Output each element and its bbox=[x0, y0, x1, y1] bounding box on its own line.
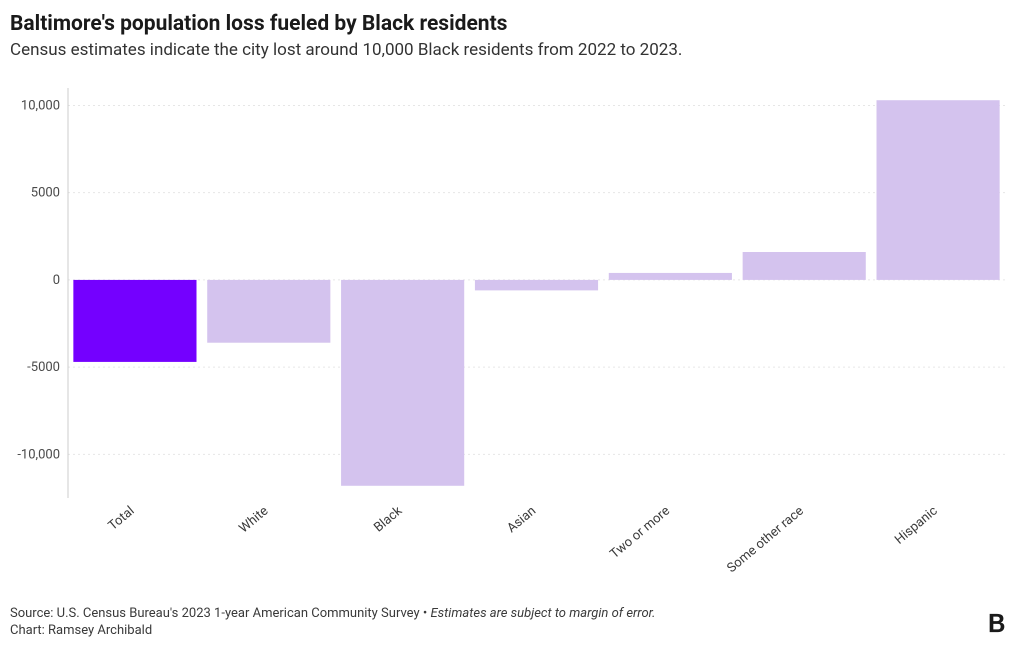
chart-footer: Source: U.S. Census Bureau's 2023 1-year… bbox=[10, 605, 655, 640]
x-tick-label: Total bbox=[106, 504, 138, 534]
x-tick-label: White bbox=[236, 504, 271, 537]
chart-credit: Chart: Ramsey Archibald bbox=[10, 622, 655, 640]
bar bbox=[876, 100, 999, 280]
bar bbox=[207, 280, 330, 343]
x-tick-label: Some other race bbox=[724, 504, 806, 577]
x-tick-group: Two or more bbox=[607, 504, 673, 562]
chart-title: Baltimore's population loss fueled by Bl… bbox=[10, 12, 1010, 37]
y-tick-label: 5000 bbox=[31, 186, 60, 201]
y-tick-label: 10,000 bbox=[21, 98, 60, 113]
bar-chart-svg: -10,000 -5000 0 5000 10,000 Total White Black As… bbox=[10, 78, 1010, 592]
x-tick-label: Black bbox=[371, 503, 405, 535]
x-tick-group: White bbox=[236, 504, 271, 537]
bar bbox=[743, 252, 866, 280]
y-tick-label: 0 bbox=[53, 273, 60, 288]
x-tick-group: Some other race bbox=[724, 504, 806, 577]
x-tick-group: Asian bbox=[504, 504, 539, 536]
chart-area: -10,000 -5000 0 5000 10,000 Total White Black As… bbox=[10, 78, 1010, 592]
chart-subtitle: Census estimates indicate the city lost … bbox=[10, 40, 1010, 60]
x-tick-label: Asian bbox=[504, 504, 539, 536]
bar bbox=[341, 280, 464, 486]
x-tick-group: Total bbox=[106, 504, 138, 534]
x-tick-group: Black bbox=[371, 503, 405, 535]
y-tick-label: -5000 bbox=[27, 360, 60, 375]
bar bbox=[73, 280, 196, 362]
source-line: Source: U.S. Census Bureau's 2023 1-year… bbox=[10, 605, 655, 623]
source-text: Source: U.S. Census Bureau's 2023 1-year… bbox=[10, 606, 430, 621]
y-tick-label: -10,000 bbox=[17, 447, 60, 462]
bar bbox=[609, 273, 732, 280]
x-tick-label: Hispanic bbox=[892, 503, 941, 547]
source-note: Estimates are subject to margin of error… bbox=[430, 606, 655, 621]
publisher-logo-icon bbox=[986, 612, 1008, 634]
bar bbox=[475, 280, 598, 290]
x-tick-group: Hispanic bbox=[892, 503, 941, 547]
x-tick-label: Two or more bbox=[607, 504, 673, 562]
